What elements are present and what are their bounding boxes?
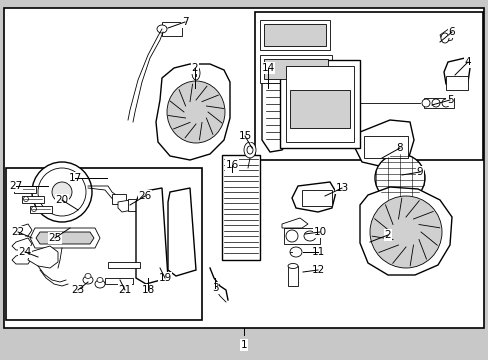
Bar [260, 20, 329, 50]
Ellipse shape [95, 280, 105, 288]
Text: 13: 13 [335, 183, 348, 193]
Ellipse shape [23, 197, 28, 202]
Bar [445, 76, 467, 90]
Bar [287, 266, 297, 286]
Ellipse shape [97, 278, 103, 283]
Text: 7: 7 [182, 17, 188, 27]
Text: 9: 9 [416, 167, 423, 177]
Ellipse shape [287, 264, 297, 269]
Polygon shape [118, 200, 132, 212]
Polygon shape [443, 58, 469, 88]
Ellipse shape [421, 99, 429, 107]
Bar [112, 194, 126, 204]
Polygon shape [168, 188, 196, 276]
Bar [280, 60, 359, 148]
Text: 24: 24 [19, 247, 32, 257]
Text: 12: 12 [311, 265, 324, 275]
Bar [4, 8, 483, 328]
Text: 26: 26 [138, 191, 151, 201]
Ellipse shape [285, 230, 297, 242]
Bar [264, 59, 327, 79]
Text: 27: 27 [9, 181, 22, 191]
Text: 16: 16 [225, 160, 238, 170]
Ellipse shape [304, 231, 315, 241]
Ellipse shape [52, 182, 72, 202]
Bar [260, 55, 331, 83]
Bar [162, 22, 182, 36]
Bar [284, 228, 319, 244]
Polygon shape [12, 224, 32, 236]
Text: 6: 6 [448, 27, 454, 37]
Text: 3: 3 [211, 283, 218, 293]
Bar [108, 262, 140, 268]
Bar [128, 199, 136, 211]
Ellipse shape [431, 99, 439, 107]
Ellipse shape [246, 146, 252, 154]
Bar [222, 155, 260, 260]
Text: 18: 18 [141, 285, 154, 295]
Ellipse shape [440, 33, 448, 43]
Text: 22: 22 [11, 227, 24, 237]
Bar [289, 90, 349, 128]
Ellipse shape [38, 168, 86, 216]
Text: 10: 10 [313, 227, 326, 237]
Ellipse shape [16, 186, 20, 192]
Ellipse shape [167, 81, 224, 143]
Polygon shape [156, 64, 229, 160]
Ellipse shape [32, 162, 92, 222]
Text: 2: 2 [191, 63, 198, 73]
Polygon shape [359, 187, 451, 275]
Ellipse shape [157, 25, 167, 33]
Ellipse shape [244, 142, 256, 158]
Ellipse shape [192, 66, 200, 80]
Bar [30, 206, 52, 213]
Text: 1: 1 [240, 340, 247, 350]
Text: 20: 20 [55, 195, 68, 205]
Bar [363, 136, 407, 158]
Bar [254, 12, 482, 160]
Bar [302, 190, 331, 206]
Polygon shape [36, 232, 94, 244]
Text: 21: 21 [118, 285, 131, 295]
Polygon shape [262, 70, 289, 152]
Ellipse shape [85, 274, 91, 279]
Polygon shape [30, 228, 100, 248]
Polygon shape [136, 188, 168, 284]
Polygon shape [439, 28, 454, 42]
Ellipse shape [374, 154, 424, 202]
Bar [22, 196, 44, 203]
Text: 4: 4 [464, 57, 470, 67]
Bar [264, 24, 325, 46]
Bar [285, 66, 353, 142]
Polygon shape [282, 218, 307, 228]
Text: 8: 8 [396, 143, 403, 153]
Text: 5: 5 [446, 95, 452, 105]
Text: 23: 23 [71, 285, 84, 295]
Ellipse shape [369, 196, 441, 268]
Text: 15: 15 [238, 131, 251, 141]
Ellipse shape [31, 207, 37, 211]
Bar [423, 98, 453, 108]
Text: 25: 25 [48, 233, 61, 243]
Bar [105, 278, 133, 284]
Bar [14, 186, 36, 193]
Text: 17: 17 [68, 173, 81, 183]
Polygon shape [354, 120, 413, 168]
Text: 19: 19 [158, 273, 171, 283]
Text: 11: 11 [311, 247, 324, 257]
Bar [6, 168, 202, 320]
Polygon shape [291, 182, 335, 212]
Text: 2: 2 [384, 230, 390, 240]
Ellipse shape [83, 276, 93, 284]
Ellipse shape [441, 99, 449, 107]
Ellipse shape [289, 247, 302, 257]
Polygon shape [12, 252, 32, 264]
Text: 14: 14 [261, 63, 274, 73]
Polygon shape [28, 246, 58, 268]
Polygon shape [12, 238, 32, 250]
